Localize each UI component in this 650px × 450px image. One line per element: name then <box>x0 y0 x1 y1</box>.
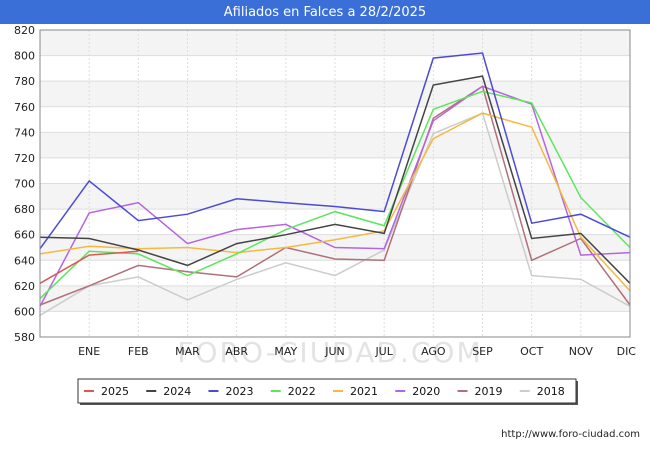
series-lines <box>39 52 631 316</box>
x-tick-label: NOV <box>569 345 594 358</box>
y-tick-label: 580 <box>14 331 35 344</box>
x-tick-label: DIC <box>617 345 637 358</box>
y-tick-label: 740 <box>14 126 35 139</box>
plot-band <box>40 260 630 286</box>
y-tick-label: 720 <box>14 152 35 165</box>
y-tick-label: 600 <box>14 305 35 318</box>
x-tick-label: OCT <box>520 345 543 358</box>
x-tick-label: ENE <box>78 345 100 358</box>
x-tick-label: MAY <box>274 345 297 358</box>
legend-box <box>77 378 577 404</box>
series-line-2021 <box>39 112 631 292</box>
legend-label: 2021 <box>350 385 378 398</box>
x-tick-labels: ENE FEB MAR ABR MAY JUN JUL AGO SEP OCT NOV DIC <box>78 345 636 358</box>
y-tick-label: 620 <box>14 280 35 293</box>
legend-label: 2025 <box>101 385 129 398</box>
y-tick-label: 660 <box>14 229 35 242</box>
y-tick-label: 820 <box>14 24 35 37</box>
plot-band <box>40 132 630 158</box>
x-tick-label: MAR <box>175 345 200 358</box>
y-tick-label: 700 <box>14 178 35 191</box>
chart-title: Afiliados en Falces a 28/2/2025 <box>0 0 650 24</box>
y-tick-label: 640 <box>14 254 35 267</box>
x-tick-label: JUN <box>324 345 345 358</box>
series-line-2025 <box>39 250 139 284</box>
x-tick-label: FEB <box>128 345 149 358</box>
legend-label: 2022 <box>288 385 316 398</box>
y-tick-labels: 580 600 620 640 660 680 700 720 740 760 780 800 820 <box>14 24 35 344</box>
series-line-2023 <box>39 52 631 250</box>
x-tick-label: SEP <box>472 345 493 358</box>
legend-label: 2020 <box>412 385 440 398</box>
legend: 2025 2024 2023 2022 2021 2020 2019 2018 <box>77 378 578 405</box>
x-tick-label: JUL <box>374 345 393 358</box>
x-tick-label: ABR <box>225 345 248 358</box>
legend-label: 2018 <box>537 385 565 398</box>
watermark: FORO-CIUDAD.COM <box>177 336 482 369</box>
y-tick-label: 760 <box>14 101 35 114</box>
axes <box>39 29 631 338</box>
legend-label: 2023 <box>226 385 254 398</box>
y-tick-label: 780 <box>14 75 35 88</box>
legend-label: 2024 <box>163 385 191 398</box>
series-line-2018 <box>39 112 631 316</box>
series-line-2019 <box>39 85 631 306</box>
series-line-2024 <box>39 75 631 284</box>
y-tick-label: 800 <box>14 50 35 63</box>
legend-label: 2019 <box>475 385 503 398</box>
plot-frame <box>39 29 631 338</box>
footer-url[interactable]: http://www.foro-ciudad.com <box>501 429 640 440</box>
x-tick-label: AGO <box>421 345 446 358</box>
series-line-2022 <box>39 90 631 300</box>
y-tick-label: 680 <box>14 203 35 216</box>
